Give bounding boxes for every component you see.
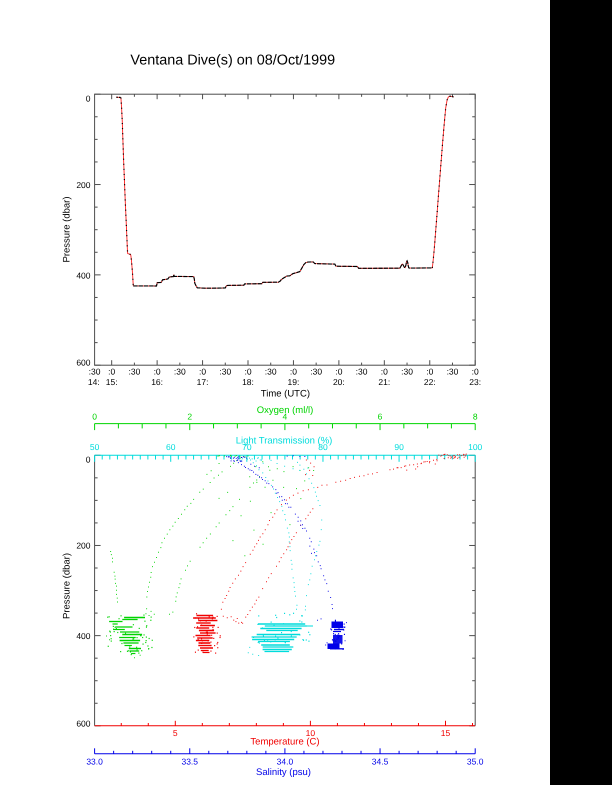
svg-text:0: 0 [86, 455, 91, 465]
svg-text:600: 600 [76, 718, 90, 728]
svg-text::0: :0 [199, 367, 206, 377]
svg-text:20:: 20: [333, 377, 345, 387]
svg-text:Temperature (C): Temperature (C) [250, 736, 319, 747]
svg-text:15:: 15: [106, 377, 118, 387]
svg-text:Light Transmission (%): Light Transmission (%) [236, 435, 333, 446]
svg-text::30: :30 [219, 367, 231, 377]
svg-text::30: :30 [265, 367, 277, 377]
svg-text:22:: 22: [424, 377, 436, 387]
svg-text::30: :30 [401, 367, 413, 377]
svg-text:600: 600 [76, 358, 90, 368]
svg-text:60: 60 [166, 442, 176, 452]
svg-text:8: 8 [473, 412, 478, 422]
svg-text::30: :30 [174, 367, 186, 377]
svg-text:23:: 23: [469, 377, 481, 387]
svg-text::0: :0 [335, 367, 342, 377]
svg-text:0: 0 [86, 93, 91, 103]
svg-text:100: 100 [468, 442, 482, 452]
svg-text::0: :0 [108, 367, 115, 377]
svg-text::30: :30 [310, 367, 322, 377]
svg-text:400: 400 [76, 631, 90, 641]
svg-text::30: :30 [356, 367, 368, 377]
svg-text:90: 90 [394, 442, 404, 452]
svg-text:35.0: 35.0 [467, 756, 484, 766]
svg-text::0: :0 [154, 367, 161, 377]
svg-text:15: 15 [441, 728, 451, 738]
svg-text:21:: 21: [378, 377, 390, 387]
svg-text:Salinity (psu): Salinity (psu) [256, 767, 311, 778]
svg-text:Pressure (dbar): Pressure (dbar) [62, 553, 73, 619]
svg-text::0: :0 [426, 367, 433, 377]
svg-text:19:: 19: [288, 377, 300, 387]
svg-text::0: :0 [290, 367, 297, 377]
svg-text:2: 2 [187, 412, 192, 422]
svg-text:200: 200 [76, 541, 90, 551]
svg-text:Pressure (dbar): Pressure (dbar) [62, 197, 73, 263]
svg-text:400: 400 [76, 270, 90, 280]
svg-text::30: :30 [89, 367, 101, 377]
svg-text:80: 80 [318, 442, 328, 452]
svg-text:6: 6 [378, 412, 383, 422]
svg-text::0: :0 [381, 367, 388, 377]
svg-text:50: 50 [90, 442, 100, 452]
svg-text:70: 70 [242, 442, 252, 452]
svg-text:18:: 18: [242, 377, 254, 387]
svg-text:17:: 17: [197, 377, 209, 387]
svg-text:34.0: 34.0 [277, 756, 294, 766]
svg-text:16:: 16: [151, 377, 163, 387]
svg-text:33.5: 33.5 [181, 756, 198, 766]
svg-text:Oxygen (ml/l): Oxygen (ml/l) [257, 405, 313, 416]
svg-text:4: 4 [283, 412, 288, 422]
svg-text::0: :0 [244, 367, 251, 377]
svg-text:Ventana Dive(s) on 08/Oct/1999: Ventana Dive(s) on 08/Oct/1999 [130, 53, 335, 69]
svg-text:10: 10 [306, 728, 316, 738]
svg-text:5: 5 [173, 728, 178, 738]
svg-text::30: :30 [447, 367, 459, 377]
svg-text:Time (UTC): Time (UTC) [261, 388, 310, 399]
svg-text::0: :0 [472, 367, 479, 377]
svg-text:34.5: 34.5 [372, 756, 389, 766]
svg-text:14:: 14: [88, 377, 100, 387]
svg-text::30: :30 [128, 367, 140, 377]
svg-text:0: 0 [92, 412, 97, 422]
svg-text:200: 200 [76, 180, 90, 190]
svg-text:33.0: 33.0 [86, 756, 103, 766]
